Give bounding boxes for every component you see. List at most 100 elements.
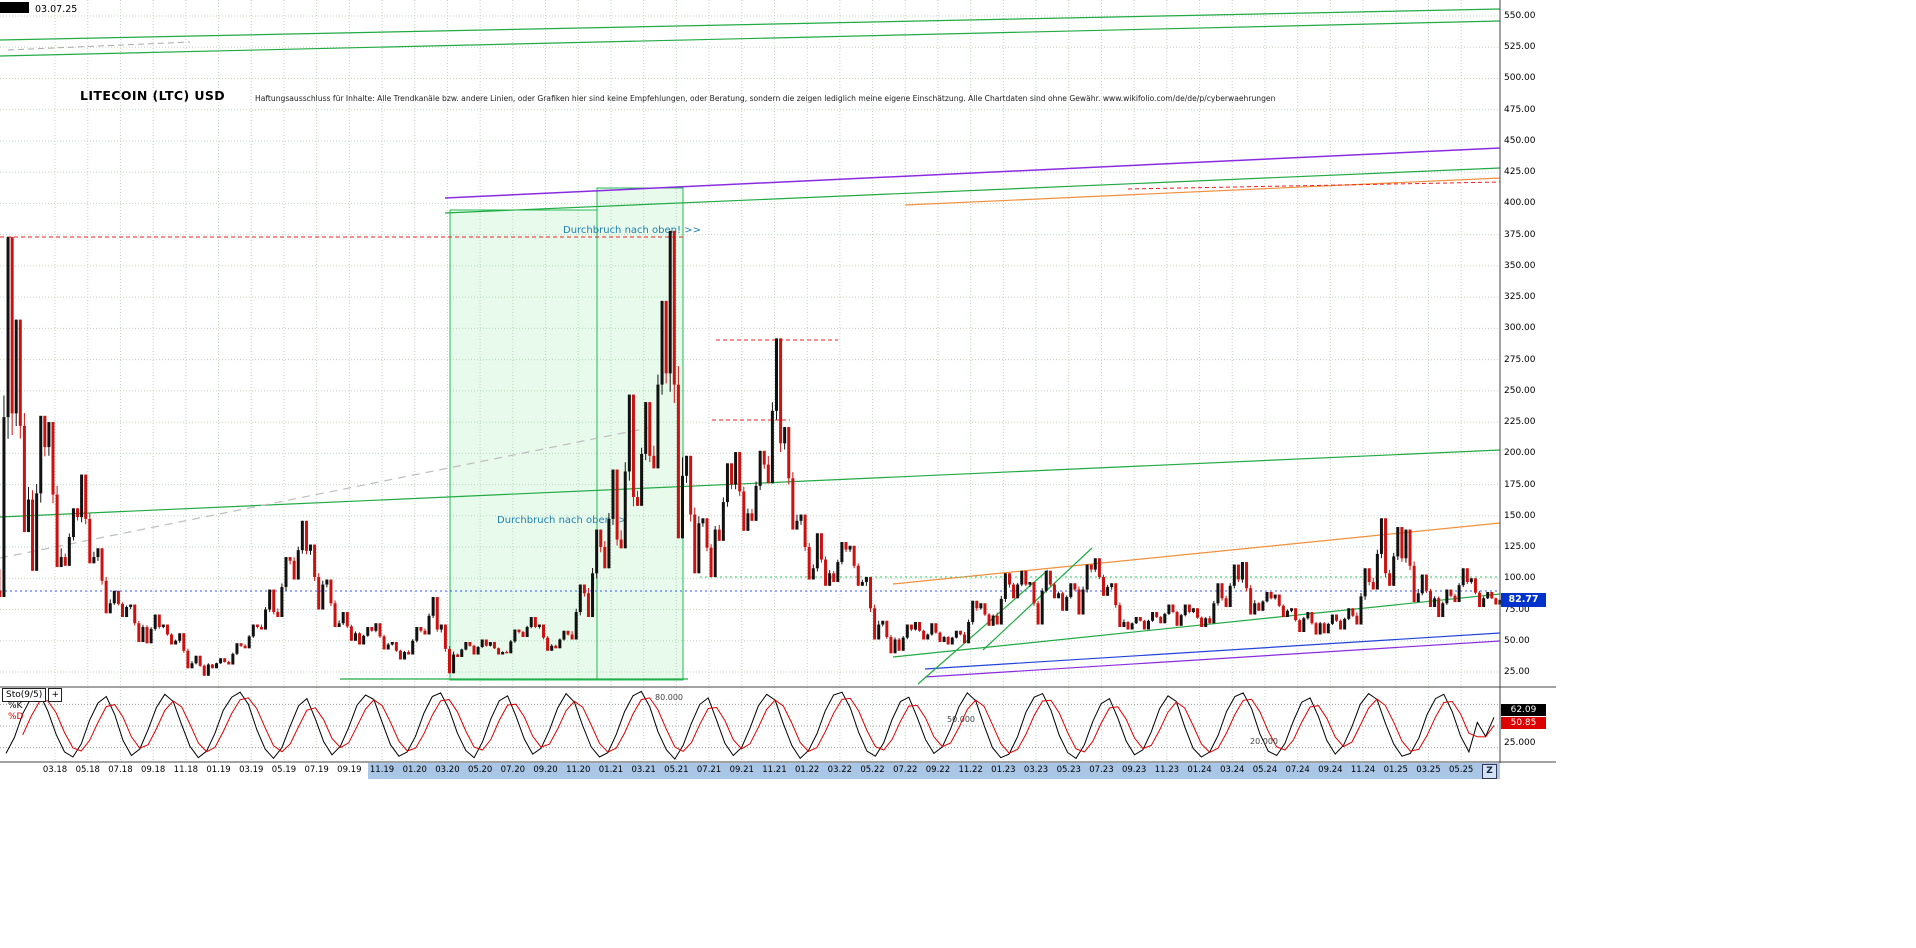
x-axis-label: 11.23 — [1154, 765, 1180, 775]
x-axis-label: 09.21 — [729, 765, 754, 775]
overlay-drawings: Durchbruch nach oben! >> Durchbruch nach … — [0, 8, 1501, 685]
x-axis-label: 01.21 — [598, 765, 624, 775]
y-axis-label: 225.00 — [1504, 417, 1536, 428]
x-axis-label: 05.23 — [1056, 765, 1081, 775]
y-axis-label: 250.00 — [1504, 385, 1536, 396]
x-axis-label: 11.20 — [566, 765, 591, 775]
y-axis-label: 475.00 — [1504, 104, 1536, 115]
x-axis-label: 07.22 — [893, 765, 918, 775]
x-axis-label: 03.23 — [1023, 765, 1049, 775]
x-axis-label: 01.19 — [206, 765, 231, 775]
y-axis-label: 350.00 — [1504, 260, 1536, 271]
sto-k-label: %K — [8, 701, 23, 711]
x-axis-label: 09.22 — [925, 765, 951, 775]
sto-scale-label: 25.000 — [1504, 738, 1536, 748]
price-chart-plot[interactable]: Durchbruch nach oben! >> Durchbruch nach … — [0, 0, 1556, 780]
zoom-reset-button[interactable]: Z — [1482, 764, 1497, 779]
trend-line — [444, 147, 1501, 199]
trend-line — [0, 8, 1501, 41]
x-axis-label: 09.24 — [1318, 765, 1343, 775]
y-axis-label: 50.00 — [1504, 635, 1530, 646]
x-axis-label: 01.24 — [1187, 765, 1212, 775]
y-axis-label: 150.00 — [1504, 510, 1536, 521]
x-axis-label: 03.18 — [42, 765, 68, 775]
chart-panel: Durchbruch nach oben! >> Durchbruch nach … — [0, 0, 1556, 780]
trend-line — [7, 41, 191, 51]
x-axis-label: 03.25 — [1416, 765, 1441, 775]
trend-line — [0, 449, 1501, 518]
trend-line — [924, 632, 1501, 670]
x-axis-label: 11.22 — [958, 765, 983, 775]
breakout-zone-box — [449, 209, 598, 681]
chart-title: LITECOIN (LTC) USD — [80, 88, 226, 103]
y-axis-label: 275.00 — [1504, 354, 1536, 365]
x-axis-label: 03.20 — [435, 765, 460, 775]
x-axis-label: 05.22 — [860, 765, 885, 775]
current-price-tag: 82.77 — [1501, 592, 1546, 607]
x-axis-label: 07.20 — [500, 765, 526, 775]
sto-level-label: 20.000 — [1250, 736, 1278, 746]
x-axis-label: 11.19 — [369, 765, 395, 775]
sto-k-value-tag: 62.09 — [1501, 704, 1546, 716]
y-axis-label: 525.00 — [1504, 42, 1536, 53]
y-axis-label: 325.00 — [1504, 292, 1536, 303]
x-axis-label: 07.23 — [1089, 765, 1114, 775]
disclaimer-text: Haftungsausschluss für Inhalte: Alle Tre… — [255, 94, 1276, 103]
x-axis-label: 03.24 — [1220, 765, 1245, 775]
y-axis-label: 450.00 — [1504, 135, 1536, 146]
stochastic-lines — [5, 690, 1495, 760]
y-axis-label: 375.00 — [1504, 229, 1536, 240]
x-axis-label: 07.18 — [108, 765, 133, 775]
y-axis-label: 400.00 — [1504, 198, 1536, 209]
sto-d-value-tag: 50.85 — [1501, 717, 1546, 729]
trend-line — [904, 177, 1501, 206]
x-axis-label: 01.23 — [991, 765, 1016, 775]
x-axis-label: 09.19 — [337, 765, 362, 775]
annotation-text: Durchbruch nach oben! >> — [563, 225, 701, 236]
y-axis-label: 200.00 — [1504, 448, 1536, 459]
y-axis-label: 300.00 — [1504, 323, 1536, 334]
trend-line — [892, 593, 1501, 658]
x-axis-label: 03.21 — [631, 765, 656, 775]
x-axis-label: 01.25 — [1383, 765, 1408, 775]
sto-indicator-button[interactable]: Sto(9/5) — [2, 688, 47, 702]
y-axis-label: 425.00 — [1504, 167, 1536, 178]
x-axis-label: 11.24 — [1350, 765, 1376, 775]
y-axis-label: 550.00 — [1504, 11, 1536, 21]
x-axis-label: 05.24 — [1252, 765, 1278, 775]
x-axis-label: 03.19 — [239, 765, 264, 775]
x-axis-label: 07.19 — [304, 765, 329, 775]
trend-line — [924, 640, 1501, 678]
x-axis-label: 05.19 — [271, 765, 297, 775]
y-axis-label: 500.00 — [1504, 73, 1536, 84]
x-axis-label: 09.23 — [1121, 765, 1147, 775]
x-axis-label: 05.21 — [664, 765, 689, 775]
trend-line — [0, 20, 1501, 57]
trend-line — [1127, 181, 1501, 190]
x-axis-label: 07.24 — [1285, 765, 1310, 775]
sto-k-line — [5, 690, 1495, 760]
time-axis[interactable]: 03.18 05.18 07.18 09.18 11.18 01.19 03.19 05.19… — [0, 763, 1556, 780]
x-axis-label: 01.22 — [794, 765, 820, 775]
y-axis-label: 75.00 — [1504, 604, 1530, 615]
y-axis-label: 100.00 — [1504, 573, 1536, 584]
x-axis-label: 03.22 — [827, 765, 853, 775]
x-axis-label: 07.21 — [696, 765, 722, 775]
chart-date: 03.07.25 — [35, 4, 78, 15]
trend-line — [982, 547, 1093, 651]
x-axis-label: 05.20 — [467, 765, 493, 775]
time-range-selector[interactable] — [368, 763, 1500, 779]
x-axis-label: 01.20 — [402, 765, 427, 775]
indicator-add-button[interactable]: + — [48, 688, 63, 702]
corner-logo — [0, 2, 29, 13]
sto-d-label: %D — [8, 712, 24, 722]
x-axis-label: 05.25 — [1448, 765, 1474, 775]
x-axis-label: 11.21 — [762, 765, 787, 775]
breakout-zone-box — [596, 187, 684, 681]
x-axis-label: 11.18 — [173, 765, 199, 775]
y-axis-label: 175.00 — [1504, 479, 1536, 490]
indicator-header: Sto(9/5) + — [2, 688, 63, 702]
x-axis-label: 09.18 — [140, 765, 166, 775]
y-axis-label: 125.00 — [1504, 542, 1536, 553]
